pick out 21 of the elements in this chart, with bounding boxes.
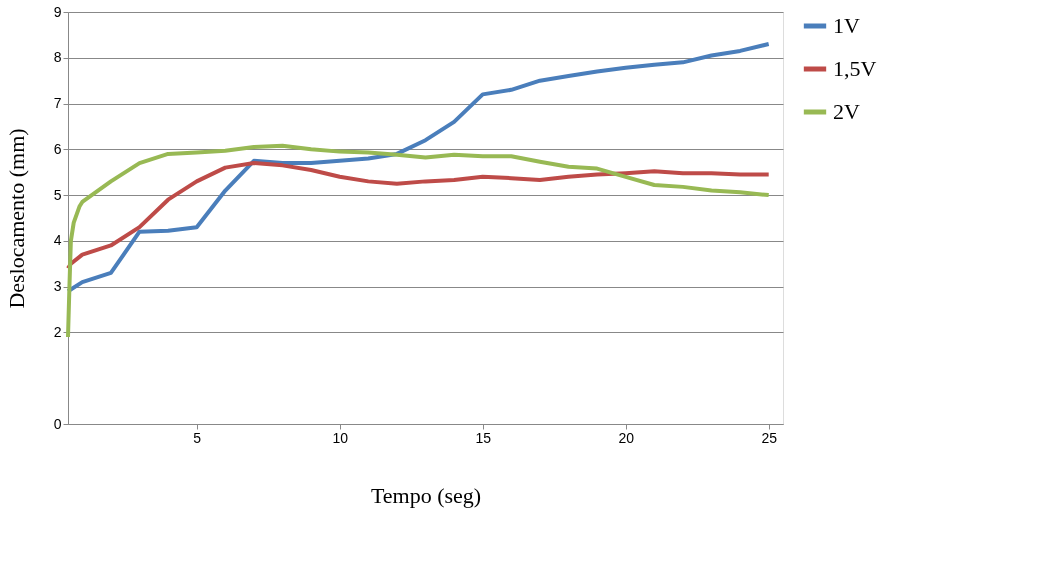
y-tick-label: 9 (53, 3, 62, 20)
x-tick-label: 20 (618, 429, 635, 446)
x-tick-label: 5 (193, 429, 202, 446)
x-axis-title: Tempo (seg) (370, 482, 482, 508)
y-tick-label: 4 (53, 232, 62, 249)
line-series (66, 143, 771, 340)
line-series (66, 161, 771, 271)
y-tick-label: 2 (53, 323, 62, 340)
x-tick-label: 15 (475, 429, 492, 446)
y-tick-label: 3 (53, 278, 62, 295)
y-tick-label: 6 (53, 140, 62, 157)
legend-label: 1V (833, 13, 860, 38)
legend-label: 1,5V (833, 56, 877, 81)
y-axis-title: Deslocamento (mm) (3, 128, 29, 309)
x-tick-label: 25 (761, 429, 778, 446)
legend-label: 2V (833, 99, 860, 124)
y-tick-label: 0 (53, 415, 62, 432)
y-tick-label: 8 (53, 49, 62, 66)
y-tick-label: 5 (53, 186, 62, 203)
x-tick-label: 10 (332, 429, 349, 446)
y-tick-label: 7 (53, 95, 62, 112)
